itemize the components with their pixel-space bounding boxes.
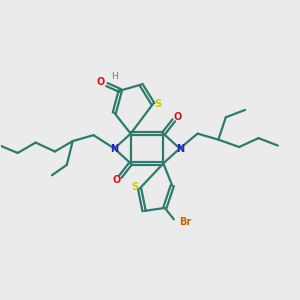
Text: H: H [111,72,118,81]
Text: Br: Br [179,217,191,226]
Text: O: O [96,77,104,87]
Text: N: N [176,143,184,154]
Text: N: N [110,143,118,154]
Text: S: S [154,99,161,109]
Text: S: S [132,182,139,192]
Text: O: O [173,112,182,122]
Text: O: O [112,175,121,185]
